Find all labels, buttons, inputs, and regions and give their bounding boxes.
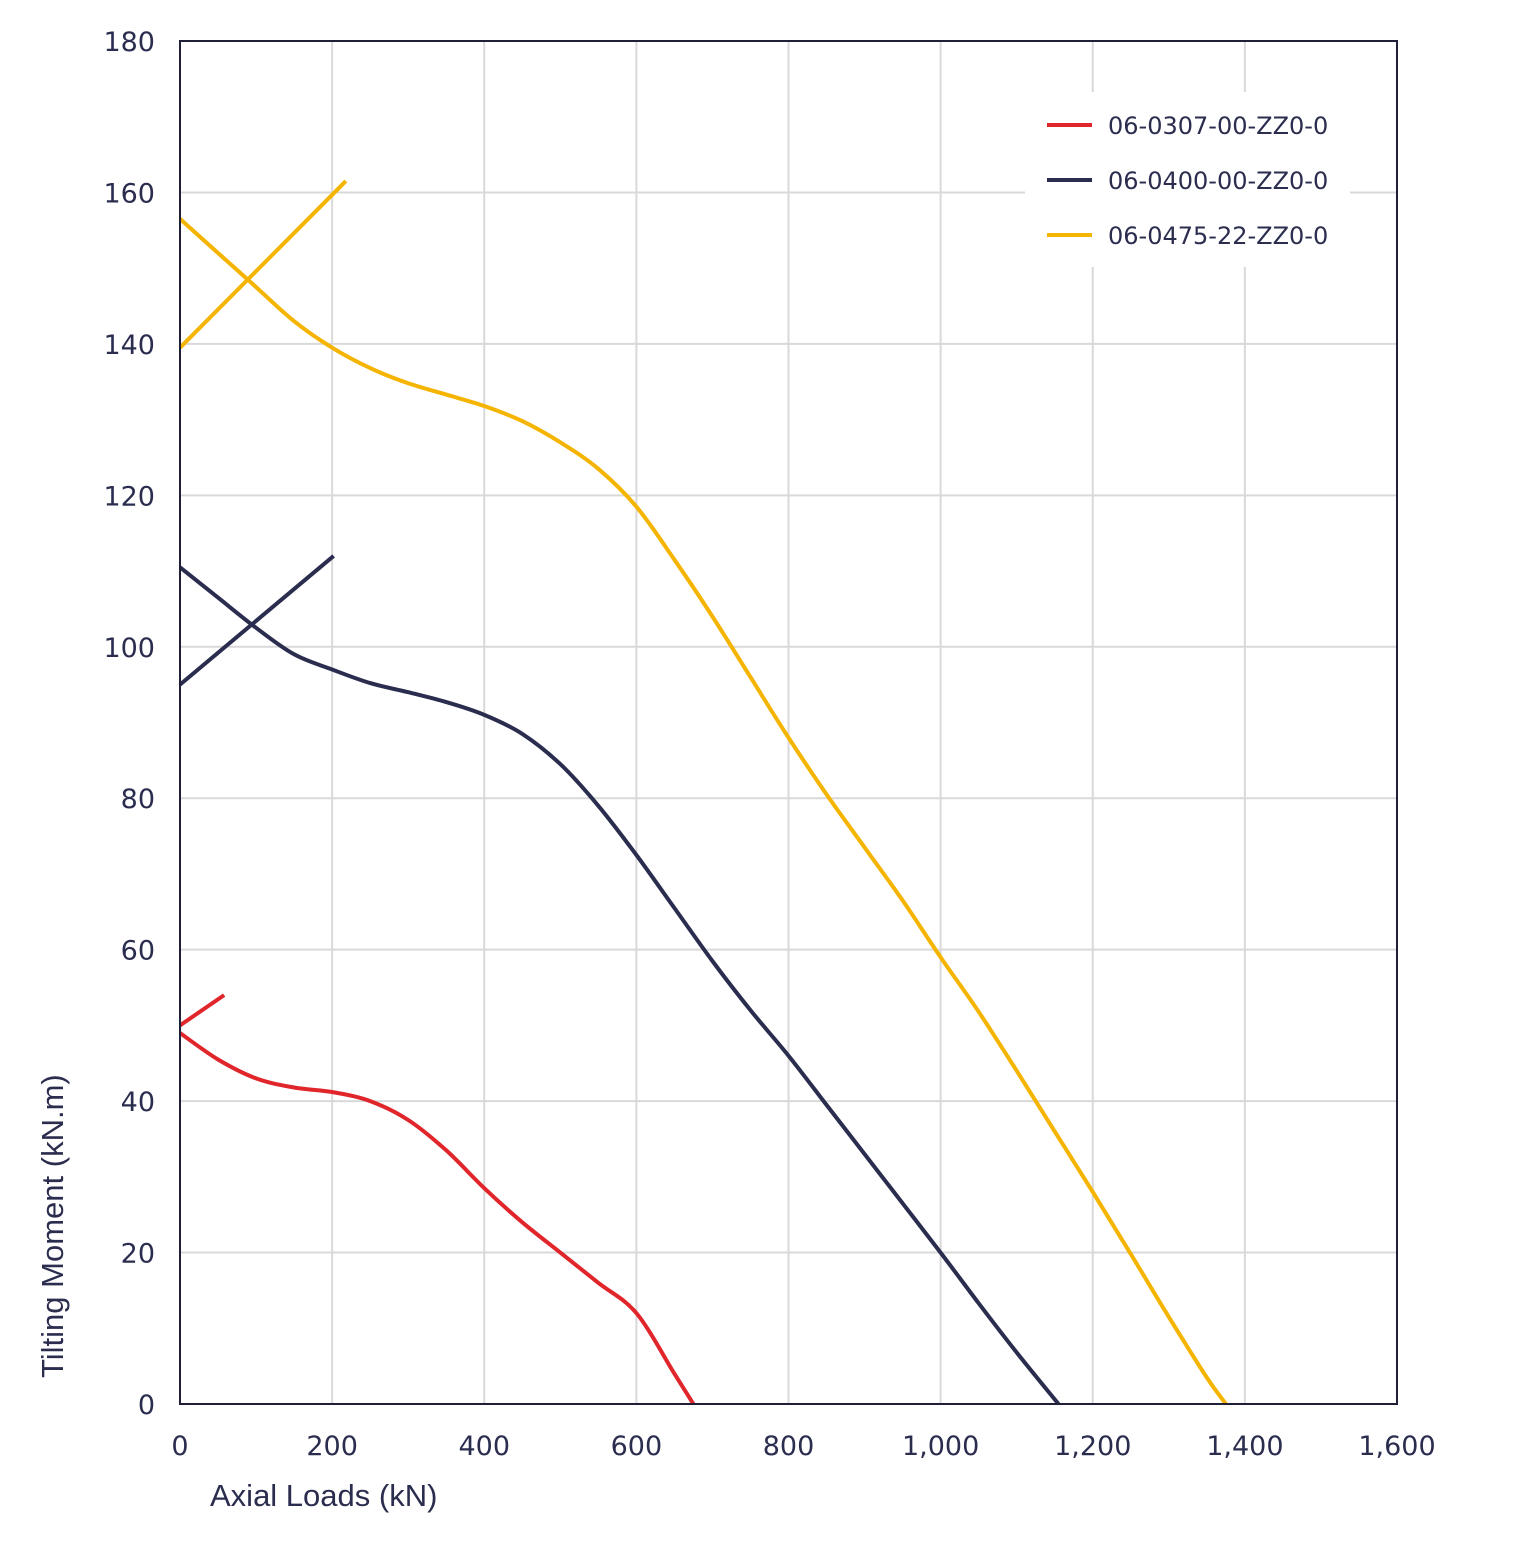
y-tick-label: 100 — [103, 633, 155, 664]
plot-frame — [179, 40, 1398, 1405]
x-tick-label: 1,600 — [1358, 1431, 1435, 1462]
y-tick-label: 0 — [138, 1390, 155, 1421]
x-tick-label: 800 — [763, 1431, 815, 1462]
plot-area — [178, 179, 1228, 1406]
series-3 — [178, 179, 1228, 1406]
series-2 — [178, 554, 1061, 1406]
x-tick-label: 1,200 — [1054, 1431, 1131, 1462]
legend-label: 06-0307-00-ZZ0-0 — [1108, 112, 1328, 140]
y-tick-label: 40 — [121, 1087, 155, 1118]
y-axis-title: Tilting Moment (kN.m) — [35, 1074, 70, 1378]
series-line — [178, 565, 1061, 1406]
y-tick-label: 20 — [121, 1239, 155, 1270]
x-tick-label: 0 — [171, 1431, 188, 1462]
x-tick-label: 1,400 — [1206, 1431, 1283, 1462]
grid — [180, 41, 1397, 1404]
legend: 06-0307-00-ZZ0-0 06-0400-00-ZZ0-0 06-0475-… — [1047, 112, 1328, 250]
series-branch-line — [178, 179, 348, 350]
x-tick-label: 1,000 — [902, 1431, 979, 1462]
y-tick-label: 160 — [103, 178, 155, 209]
legend-item: 06-0475-22-ZZ0-0 — [1047, 222, 1328, 250]
x-tick-label: 400 — [458, 1431, 510, 1462]
x-tick-label: 600 — [611, 1431, 663, 1462]
legend-item: 06-0307-00-ZZ0-0 — [1047, 112, 1328, 140]
legend-item: 06-0400-00-ZZ0-0 — [1047, 167, 1328, 195]
series-branch-line — [178, 993, 226, 1028]
series-branch-line — [178, 554, 335, 687]
y-tick-label: 120 — [103, 481, 155, 512]
x-axis-title: Axial Loads (kN) — [210, 1478, 437, 1513]
series-1 — [178, 993, 696, 1406]
legend-label: 06-0475-22-ZZ0-0 — [1108, 222, 1328, 250]
legend-label: 06-0400-00-ZZ0-0 — [1108, 167, 1328, 195]
tick-labels: 0 200 400 600 800 1,000 1,200 1,400 1,600 0 20 40 60… — [103, 27, 1435, 1462]
y-tick-label: 140 — [103, 330, 155, 361]
series-line — [178, 217, 1228, 1406]
series-line — [178, 1031, 696, 1406]
y-tick-label: 180 — [103, 27, 155, 58]
y-tick-label: 60 — [121, 936, 155, 967]
x-tick-label: 200 — [306, 1431, 358, 1462]
y-tick-label: 80 — [121, 784, 155, 815]
